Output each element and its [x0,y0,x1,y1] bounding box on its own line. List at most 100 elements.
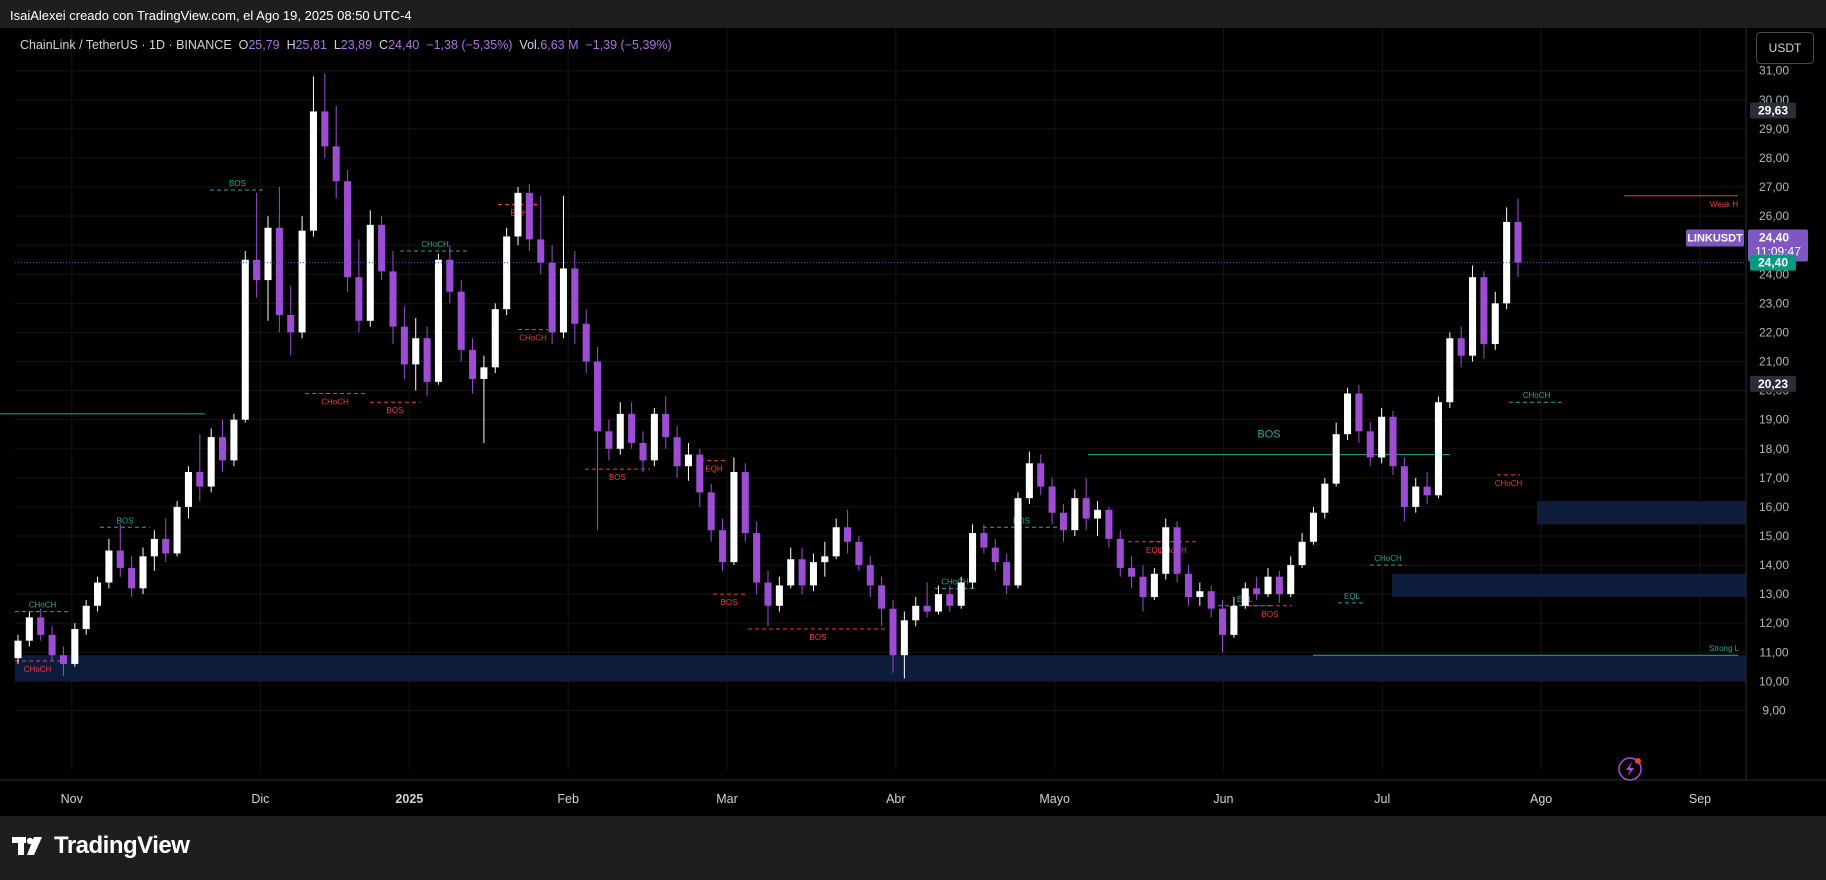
candle-body [1116,538,1124,568]
x-tick-label: Nov [61,792,84,806]
candle-body [1344,393,1352,435]
y-tick-label: 15,00 [1759,529,1789,543]
tradingview-logo-icon [12,837,42,855]
candle-body [832,527,840,557]
structure-label: CHoCH [24,665,52,674]
structure-label: BOS [117,516,134,525]
candle-body [900,620,908,656]
candle-body [230,419,238,461]
candle-body [1457,338,1465,356]
candle-body [741,472,749,534]
candle-body [1423,486,1431,496]
structure-label: BOS [609,473,626,482]
candle-body [423,338,431,382]
candle-body [821,556,829,563]
candle-body [94,582,102,606]
chart-credit: IsaiAlexei creado con TradingView.com, e… [10,8,412,23]
volume-value: 6,63 M [540,38,579,52]
structure-label: CHoCH [1374,554,1402,563]
candle-body [1150,573,1158,598]
currency-button[interactable]: USDT [1756,32,1814,64]
structure-label: BOS [1257,429,1280,441]
tradingview-logo[interactable]: TradingView [12,832,190,860]
candle-body [912,605,920,621]
candle-body [332,146,340,182]
candle-body [1253,588,1261,595]
candle-body [1196,591,1204,598]
demand-zone [1392,573,1746,598]
candle-body [1219,608,1227,635]
chart-frame[interactable]: CHoCH CHoCH BOS BOS CHoCH BOS CHoCH EQH CHoCH BOS… [0,28,1826,816]
y-tick-label: 9,00 [1762,703,1786,717]
candle-body [1491,303,1499,345]
candle-body [139,556,147,589]
y-tick-label: 12,00 [1759,616,1789,630]
candle-body [1003,562,1011,586]
candle-body [1048,486,1056,513]
candle-body [207,437,215,487]
symbol-label[interactable]: ChainLink / TetherUS · 1D · BINANCE [20,38,232,52]
candle-body [719,530,727,563]
x-tick-label: Feb [557,792,579,806]
candle-body [469,349,477,379]
candle-body [1037,463,1045,487]
candle-body [434,259,442,382]
structure-label: CHoCH [1495,479,1523,488]
structure-label: EQL [1344,592,1361,601]
candle-body [480,367,488,379]
candles [14,73,1522,679]
volume-change: −1,39 (−5,39%) [585,38,672,52]
chart-canvas[interactable]: CHoCH CHoCH BOS BOS CHoCH BOS CHoCH EQH CHoCH BOS… [0,28,1826,816]
structure-label: Strong L [1709,644,1740,653]
candle-body [298,230,306,333]
candle-body [1389,416,1397,467]
y-tick-label: 21,00 [1759,355,1789,369]
candle-body [400,326,408,365]
lightning-icon[interactable] [1618,757,1642,781]
candle-body [196,472,204,487]
candle-body [287,314,295,333]
candle-body [582,323,590,362]
candle-body [730,472,738,563]
volume-label: Vol. [519,38,541,52]
candle-body [1230,605,1238,635]
mid-price-tag-box [1750,375,1796,392]
open-label: O [238,38,249,52]
candle-body [491,309,499,368]
candle-body [1332,434,1340,484]
candle-body [48,634,56,656]
candle-body [844,527,852,542]
ohlc-legend: ChainLink / TetherUS · 1D · BINANCE O25,… [20,38,672,52]
candle-body [309,111,317,231]
candle-body [1139,576,1147,598]
low-value: 23,89 [340,38,373,52]
candle-body [866,565,874,586]
y-tick-label: 17,00 [1759,471,1789,485]
candle-body [946,594,954,606]
candle-body [878,585,886,609]
y-tick-label: 26,00 [1759,209,1789,223]
candle-body [628,413,636,443]
structure-label: BOS [721,598,738,607]
structure-label: CHoCH [519,334,547,343]
change-value: −1,38 (−5,35%) [426,38,513,52]
x-tick-label: Abr [886,792,905,806]
current-price-tag: 24,40 [1758,256,1788,270]
structure-label: BOS [1262,610,1279,619]
candle-body [1378,416,1386,458]
y-tick-label: 14,00 [1759,558,1789,572]
x-tick-label: Mar [716,792,738,806]
price-axis: 31,0030,0029,0028,0027,0026,0025,0024,00… [1745,28,1789,780]
candle-body [980,533,988,548]
x-tick-label: 2025 [395,792,423,806]
candle-body [37,617,45,635]
candle-body [1434,402,1442,496]
candle-body [798,559,806,586]
structure-label: CHoCH [1159,546,1187,555]
candle-body [1162,527,1170,574]
candle-body [1071,498,1079,531]
structure-label: CHoCH [421,240,449,249]
candle-body [934,594,942,612]
candle-body [923,605,931,612]
candle-body [1400,466,1408,507]
